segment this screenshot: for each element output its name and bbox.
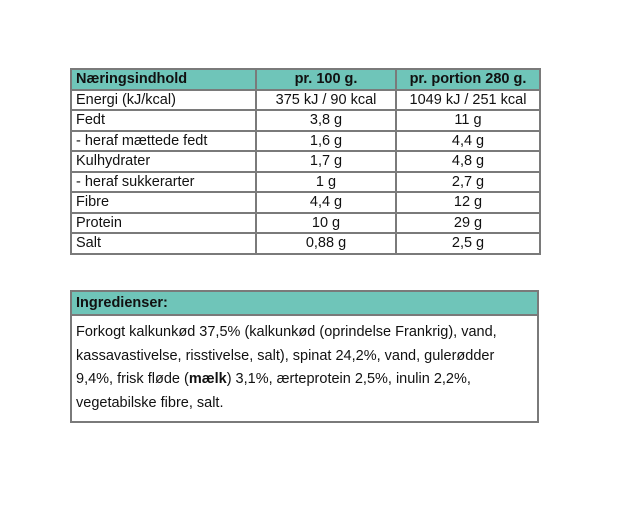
table-row: Kulhydrater 1,7 g 4,8 g [70,150,541,173]
table-row: Protein 10 g 29 g [70,211,541,234]
header-nutrient: Næringsindhold [70,68,257,91]
nutrient-label: Protein [70,211,257,234]
nutrient-label: Kulhydrater [70,150,257,173]
nutrient-label: - heraf sukkerarter [70,170,257,193]
value-per-100g: 4,4 g [255,191,397,214]
header-per-100g: pr. 100 g. [255,68,397,91]
nutrition-table: Næringsindhold pr. 100 g. pr. portion 28… [70,68,541,255]
value-per-portion: 2,5 g [395,232,541,255]
nutrient-label: Salt [70,232,257,255]
value-per-portion: 29 g [395,211,541,234]
value-per-100g: 1 g [255,170,397,193]
nutrient-label: Fedt [70,109,257,132]
nutrition-header-row: Næringsindhold pr. 100 g. pr. portion 28… [70,68,541,91]
nutrient-label: Fibre [70,191,257,214]
value-per-portion: 2,7 g [395,170,541,193]
value-per-100g: 10 g [255,211,397,234]
value-per-portion: 4,4 g [395,129,541,152]
value-per-100g: 1,7 g [255,150,397,173]
ingredients-box: Ingredienser: Forkogt kalkunkød 37,5% (k… [70,290,539,423]
ingredients-title: Ingredienser: [72,292,537,316]
value-per-portion: 12 g [395,191,541,214]
value-per-portion: 11 g [395,109,541,132]
nutrient-label: Energi (kJ/kcal) [70,88,257,111]
header-per-portion: pr. portion 280 g. [395,68,541,91]
table-row: - heraf mættede fedt 1,6 g 4,4 g [70,129,541,152]
value-per-100g: 0,88 g [255,232,397,255]
table-row: Salt 0,88 g 2,5 g [70,232,541,255]
ingredients-text-after: ) 3,1%, ærteprotein 2,5%, inulin 2,2%, v… [76,371,471,411]
table-row: Fibre 4,4 g 12 g [70,191,541,214]
value-per-100g: 3,8 g [255,109,397,132]
ingredients-allergen: mælk [188,371,227,387]
value-per-portion: 1049 kJ / 251 kcal [395,88,541,111]
ingredients-text: Forkogt kalkunkød 37,5% (kalkunkød (opri… [72,316,537,421]
nutrient-label: - heraf mættede fedt [70,129,257,152]
table-row: Energi (kJ/kcal) 375 kJ / 90 kcal 1049 kJ … [70,88,541,111]
table-row: Fedt 3,8 g 11 g [70,109,541,132]
ingredients-text-before: Forkogt kalkunkød 37,5% (kalkunkød (opri… [76,324,497,387]
value-per-100g: 375 kJ / 90 kcal [255,88,397,111]
value-per-portion: 4,8 g [395,150,541,173]
value-per-100g: 1,6 g [255,129,397,152]
table-row: - heraf sukkerarter 1 g 2,7 g [70,170,541,193]
